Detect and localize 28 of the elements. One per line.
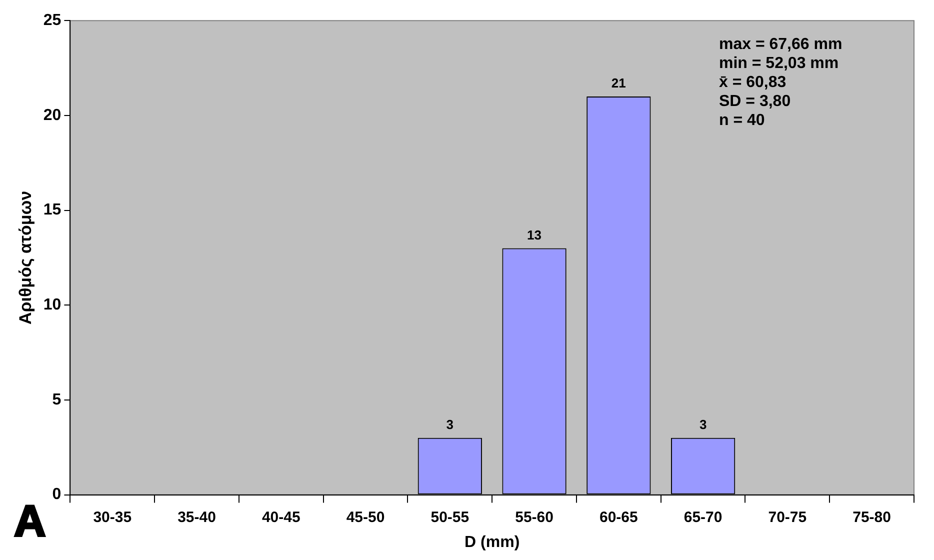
y-axis-title: Αριθμός ατόμων: [16, 190, 35, 325]
annotation: SD = 3,80: [719, 93, 791, 110]
y-tick-label: 25: [43, 12, 62, 30]
x-tick-label: 65-70: [684, 508, 722, 526]
x-tick-label: 40-45: [262, 508, 300, 526]
data-label: 21: [611, 76, 626, 91]
x-tick-label: 35-40: [178, 508, 216, 526]
annotation: n = 40: [719, 112, 765, 130]
x-tick-label: 75-80: [852, 508, 891, 526]
data-label: 3: [446, 416, 454, 432]
x-tick-label: 70-75: [768, 508, 807, 526]
x-axis-title: D (mm): [464, 534, 520, 551]
data-label: 3: [699, 416, 707, 432]
y-tick-label: 0: [52, 486, 62, 504]
y-tick-label: 5: [52, 391, 62, 408]
y-tick-label: 20: [43, 106, 62, 124]
y-tick-label: 15: [43, 202, 62, 219]
data-label: 13: [527, 227, 542, 242]
x-tick-label: 30-35: [93, 508, 132, 526]
x-tick-label: 55-60: [515, 508, 554, 526]
y-tick-label: 10: [43, 296, 62, 314]
annotation: max = 67,66 mm: [719, 36, 842, 54]
x-tick-label: 60-65: [599, 508, 638, 526]
x-tick-label: 50-55: [430, 508, 470, 526]
annotation: min = 52,03 mm: [719, 55, 839, 72]
x-tick-label: 45-50: [346, 508, 385, 526]
annotation: x̄ = 60,83: [719, 74, 786, 92]
text: A: [14, 497, 46, 546]
